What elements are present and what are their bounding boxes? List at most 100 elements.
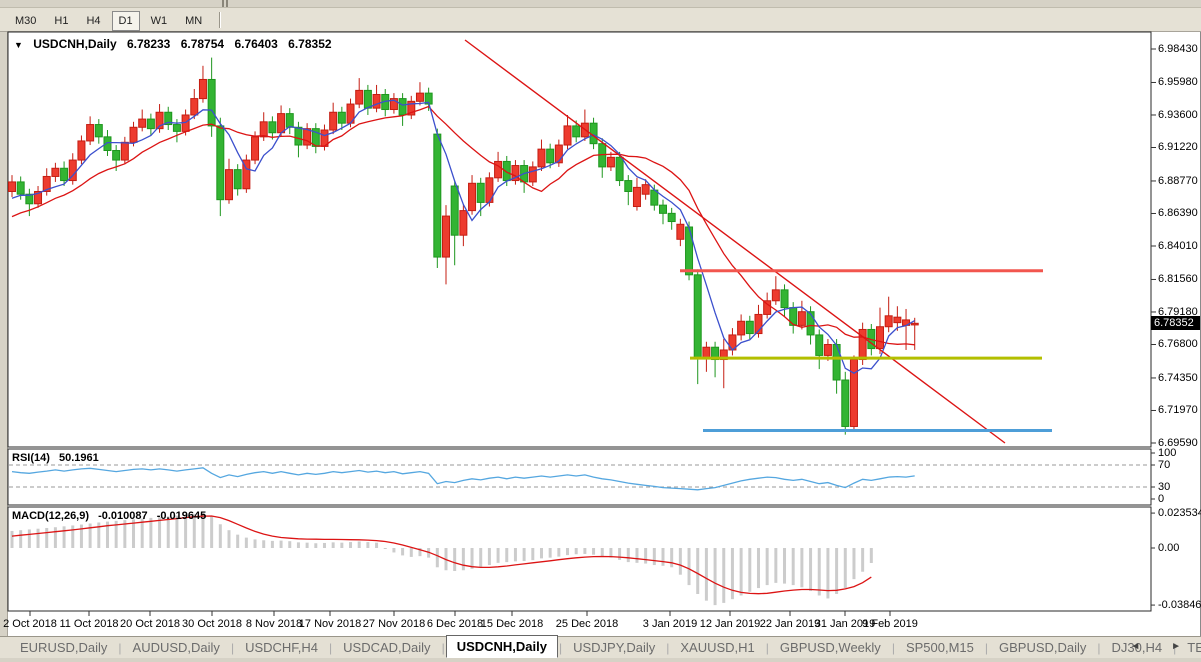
candle-bullish: [259, 121, 268, 138]
candle-bearish: [207, 78, 216, 127]
macd-name: MACD(12,26,9): [12, 510, 90, 522]
macd-histogram-bar: [566, 548, 570, 556]
macd-histogram-bar: [505, 548, 509, 563]
price-axis-label: 6.79180: [1158, 305, 1198, 318]
candle-bullish: [190, 98, 199, 116]
rsi-line: [11, 467, 915, 491]
candle-bullish: [251, 136, 260, 161]
candle-bullish: [34, 190, 43, 205]
timeframe-button-h1[interactable]: H1: [54, 14, 69, 27]
chart-tab-usdchf[interactable]: USDCHF,H4: [245, 640, 319, 655]
macd-histogram-bar: [869, 548, 873, 563]
candle-bullish: [225, 169, 233, 201]
macd-histogram-bar: [678, 548, 682, 575]
candle-bullish: [51, 167, 60, 177]
macd-histogram-bar: [253, 539, 257, 548]
rsi-indicator-panel[interactable]: [7, 448, 1152, 506]
chart-tab-usdcnh[interactable]: USDCNH,Daily: [445, 635, 558, 658]
candle-bullish: [129, 126, 138, 143]
candle-bullish: [68, 159, 77, 182]
toolbar-separator: [219, 11, 222, 28]
timeframe-buttons: M30 H1 H4 D1 W1 MN: [8, 10, 213, 31]
macd-histogram-bar: [756, 548, 760, 589]
macd-histogram-bar: [288, 541, 292, 548]
chart-tab-sp500[interactable]: SP500,M15: [905, 640, 974, 655]
macd-histogram-bar: [852, 548, 856, 580]
candle-bearish: [806, 311, 815, 336]
tab-separator: |: [441, 641, 445, 655]
tab-scroll-left-icon[interactable]: ◄: [1130, 641, 1155, 652]
price-axis-label: 6.86390: [1158, 207, 1198, 220]
macd-histogram-bar: [201, 513, 205, 548]
timeframe-button-h4[interactable]: H4: [86, 14, 101, 27]
macd-histogram-bar: [635, 548, 639, 563]
candle-bullish: [120, 141, 129, 161]
chart-tab-gbpusd[interactable]: GBPUSD,Weekly: [779, 640, 881, 655]
chart-tab-tech100[interactable]: TECH100,H1: [1187, 640, 1201, 655]
candle-bearish: [172, 124, 181, 132]
candle-bearish: [112, 150, 121, 161]
macd-histogram-bar: [192, 513, 196, 548]
tab-separator: |: [118, 641, 122, 655]
macd-histogram-bar: [418, 548, 422, 557]
ohlc-low: 6.76403: [234, 37, 278, 51]
date-axis-label: 9 Feb 2019: [862, 618, 918, 630]
rsi-value: 50.1961: [58, 452, 99, 464]
rsi-name: RSI(14): [12, 452, 50, 464]
macd-histogram-bar: [670, 548, 674, 568]
chart-tab-usdcad[interactable]: USDCAD,Daily: [343, 640, 431, 655]
macd-histogram-bar: [609, 548, 613, 558]
current-price-tag: 6.78352: [1151, 316, 1200, 331]
candle-bearish: [164, 111, 173, 126]
macd-histogram-bar: [88, 523, 92, 548]
top-strip-separator: [226, 0, 228, 7]
macd-histogram-bar: [322, 542, 326, 548]
macd-axis-label: 0.023534: [1158, 507, 1201, 520]
candle-bullish: [198, 78, 207, 100]
macd-histogram-bar: [531, 548, 535, 561]
candle-bullish: [77, 140, 86, 161]
timeframe-button-m30[interactable]: M30: [15, 14, 37, 27]
ma-slow-line: [11, 105, 915, 346]
macd-histogram-bar: [71, 525, 75, 548]
macd-indicator-panel[interactable]: [7, 506, 1152, 612]
macd-axis-label: 0.00: [1158, 542, 1180, 554]
timeframe-button-mn[interactable]: MN: [185, 14, 203, 27]
macd-histogram-bar: [227, 530, 231, 548]
macd-histogram-bar: [644, 548, 648, 564]
timeframe-button-d1[interactable]: D1: [111, 10, 140, 31]
chart-tab-xauusd[interactable]: XAUUSD,H1: [680, 640, 755, 655]
chart-tab-usdjpy[interactable]: USDJPY,Daily: [573, 640, 656, 655]
chart-dropdown-icon[interactable]: ▼: [14, 40, 23, 50]
macd-histogram-bar: [774, 548, 778, 583]
macd-histogram-bar: [340, 542, 344, 548]
chart-tab-gbpusd[interactable]: GBPUSD,Daily: [999, 640, 1087, 655]
macd-histogram-bar: [392, 548, 396, 553]
macd-histogram-bar: [383, 548, 387, 549]
candle-bearish: [433, 133, 442, 258]
chart-tab-eurusd[interactable]: EURUSD,Daily: [20, 640, 108, 655]
timeframe-button-w1[interactable]: W1: [150, 14, 168, 27]
macd-histogram-bar: [97, 522, 101, 548]
macd-main-value: -0.010087: [98, 510, 148, 522]
candle-bullish: [676, 223, 685, 240]
chart-tab-dj30[interactable]: DJ30,H4: [1111, 640, 1163, 655]
status-bar: [0, 658, 1201, 662]
chart-tab-audusd[interactable]: AUDUSD,Daily: [132, 640, 220, 655]
rsi-axis-label: 30: [1158, 481, 1171, 493]
macd-histogram-bar: [835, 548, 839, 594]
main-chart-panel[interactable]: [7, 31, 1152, 448]
candle-bullish: [138, 118, 147, 128]
macd-histogram-bar: [704, 548, 708, 601]
tab-scroll-right-icon[interactable]: ►: [1171, 641, 1195, 652]
candle-bearish: [615, 156, 624, 182]
macd-histogram-bar: [79, 524, 83, 548]
date-axis-label: 2 Oct 2018: [3, 618, 57, 630]
candle-bearish: [815, 334, 824, 356]
descending-trendline[interactable]: [464, 39, 1006, 444]
candle-bullish: [606, 156, 615, 168]
macd-histogram-bar: [132, 519, 136, 548]
date-axis-label: 31 Jan 2019: [814, 618, 876, 630]
macd-histogram-bar: [739, 548, 743, 596]
